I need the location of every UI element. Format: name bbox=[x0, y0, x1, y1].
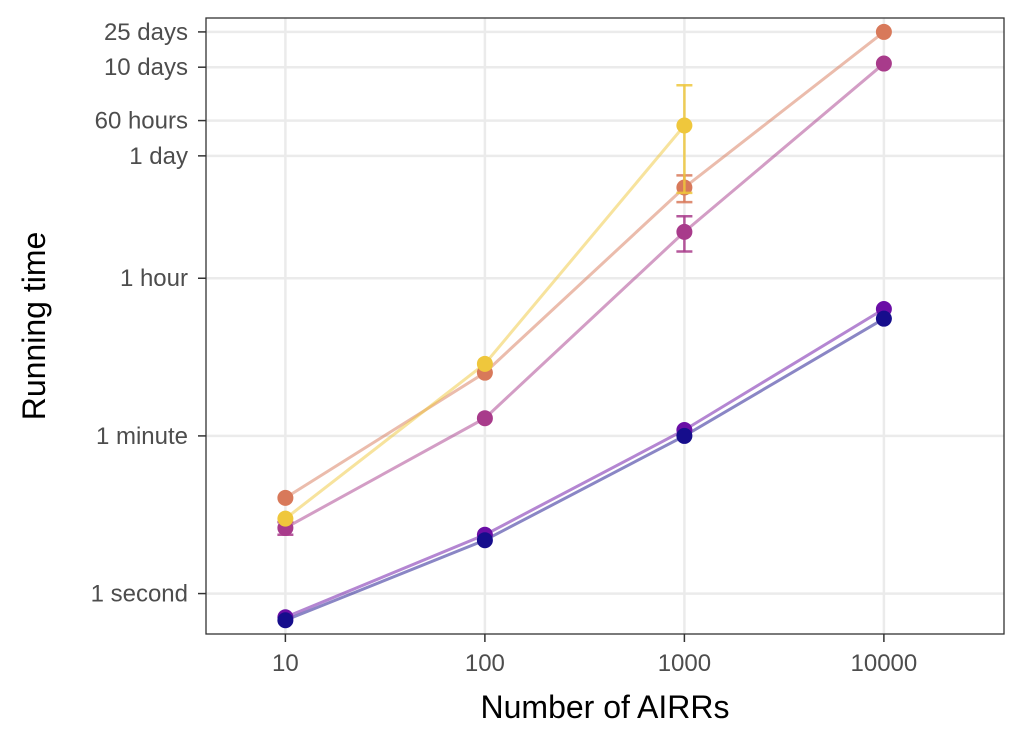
series-1-marks bbox=[277, 23, 892, 506]
data-point bbox=[676, 223, 693, 240]
data-point bbox=[277, 489, 294, 506]
data-point bbox=[676, 427, 693, 444]
x-tick-label: 10000 bbox=[851, 650, 918, 677]
series-line bbox=[284, 62, 885, 530]
data-point bbox=[676, 117, 693, 134]
y-tick-label: 1 day bbox=[129, 143, 188, 170]
data-point bbox=[277, 510, 294, 527]
y-tick-label: 1 hour bbox=[120, 265, 188, 292]
data-point bbox=[476, 532, 493, 549]
data-point bbox=[476, 355, 493, 372]
y-tick-label: 1 second bbox=[91, 581, 188, 608]
series-line bbox=[284, 30, 885, 500]
series-line bbox=[284, 307, 885, 619]
data-point bbox=[277, 612, 294, 629]
y-tick-label: 60 hours bbox=[95, 108, 188, 135]
series-5 bbox=[284, 317, 885, 622]
y-axis-title: Running time bbox=[16, 232, 52, 421]
axes: 10 100 1000 10000 1 second 1 minute 1 hour 1 da… bbox=[91, 19, 918, 677]
error-bar bbox=[676, 84, 693, 195]
series-4-marks bbox=[277, 300, 892, 626]
y-tick-label: 10 days bbox=[104, 54, 188, 81]
series-3-marks bbox=[277, 84, 693, 527]
y-tick-label: 25 days bbox=[104, 19, 188, 46]
data-point bbox=[875, 23, 892, 40]
series-1 bbox=[284, 30, 885, 500]
x-tick-label: 100 bbox=[465, 650, 505, 677]
x-tick-label: 10 bbox=[272, 650, 299, 677]
series-4 bbox=[284, 307, 885, 619]
series-5-marks bbox=[277, 310, 892, 629]
x-axis-title: Number of AIRRs bbox=[481, 689, 730, 725]
y-tick-label: 1 minute bbox=[96, 423, 188, 450]
data-point bbox=[476, 410, 493, 427]
series-2-marks bbox=[277, 55, 892, 537]
data-point bbox=[875, 55, 892, 72]
data-series bbox=[277, 23, 892, 629]
data-point bbox=[875, 310, 892, 327]
series-line bbox=[284, 317, 885, 622]
plot-panel-border bbox=[205, 17, 1005, 635]
series-2 bbox=[284, 62, 885, 530]
x-tick-label: 1000 bbox=[658, 650, 711, 677]
